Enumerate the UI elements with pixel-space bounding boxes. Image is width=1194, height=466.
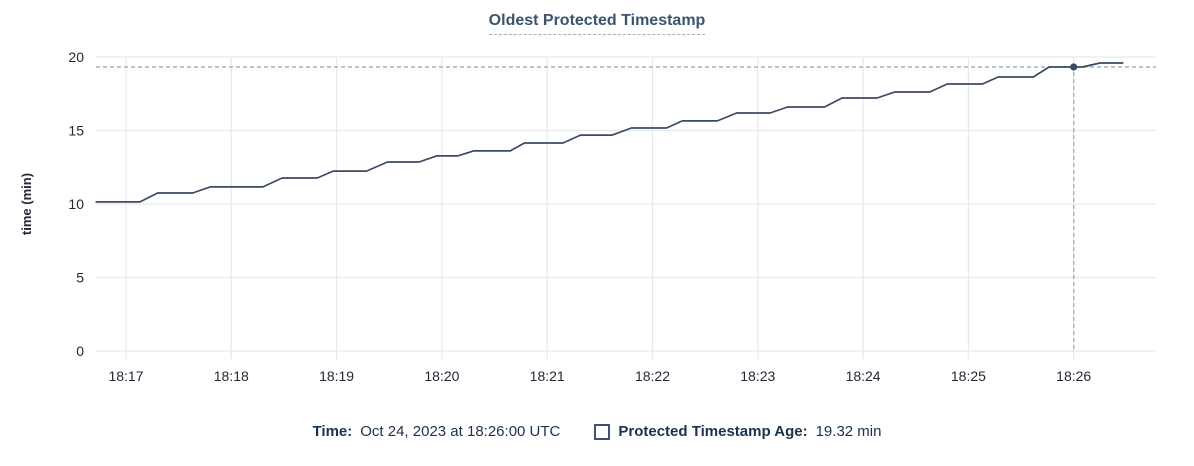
- x-tick-label: 18:20: [424, 368, 459, 384]
- series-line: [95, 62, 1124, 203]
- chart-title[interactable]: Oldest Protected Timestamp: [488, 12, 706, 35]
- y-tick-label: 5: [76, 270, 84, 286]
- y-tick-label: 10: [68, 196, 84, 212]
- y-tick-label: 0: [76, 343, 84, 359]
- x-tick-label: 18:19: [319, 368, 354, 384]
- legend-time-label: Time:: [312, 423, 353, 440]
- chart-plot-area[interactable]: 0 5 10 15 20 18:17 18:18 18:19 18:20 18:21 18:22 18…: [0, 0, 1194, 404]
- y-axis-title: time (min): [19, 173, 34, 235]
- x-tick-label: 18:22: [635, 368, 670, 384]
- legend-series-label: Protected Timestamp Age:: [618, 423, 808, 440]
- x-tick-label: 18:24: [846, 368, 881, 384]
- x-tick-label: 18:17: [108, 368, 143, 384]
- x-tick-label: 18:23: [740, 368, 775, 384]
- y-tick-label: 15: [68, 123, 84, 139]
- x-tick-label: 18:21: [530, 368, 565, 384]
- legend-time-value: Oct 24, 2023 at 18:26:00 UTC: [360, 423, 561, 440]
- hover-point-dot: [1070, 63, 1078, 71]
- x-tick-label: 18:18: [214, 368, 249, 384]
- x-tick-label: 18:25: [951, 368, 986, 384]
- hover-legend: Time: Oct 24, 2023 at 18:26:00 UTC Prote…: [0, 421, 1194, 442]
- chart-header: Oldest Protected Timestamp: [0, 12, 1194, 35]
- y-tick-label: 20: [68, 49, 84, 65]
- x-tick-label: 18:26: [1056, 368, 1091, 384]
- series-checkbox-icon[interactable]: [594, 423, 611, 440]
- legend-series-value: 19.32 min: [815, 423, 882, 440]
